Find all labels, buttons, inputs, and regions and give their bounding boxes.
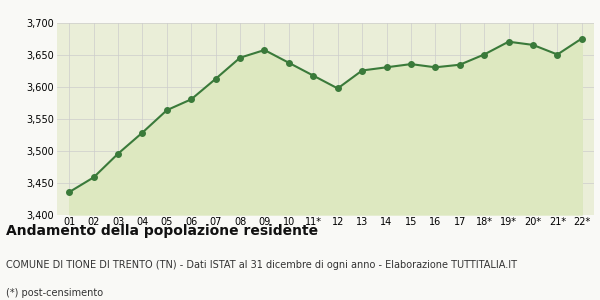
Text: COMUNE DI TIONE DI TRENTO (TN) - Dati ISTAT al 31 dicembre di ogni anno - Elabor: COMUNE DI TIONE DI TRENTO (TN) - Dati IS… bbox=[6, 260, 517, 269]
Text: Andamento della popolazione residente: Andamento della popolazione residente bbox=[6, 224, 318, 238]
Text: (*) post-censimento: (*) post-censimento bbox=[6, 288, 103, 298]
